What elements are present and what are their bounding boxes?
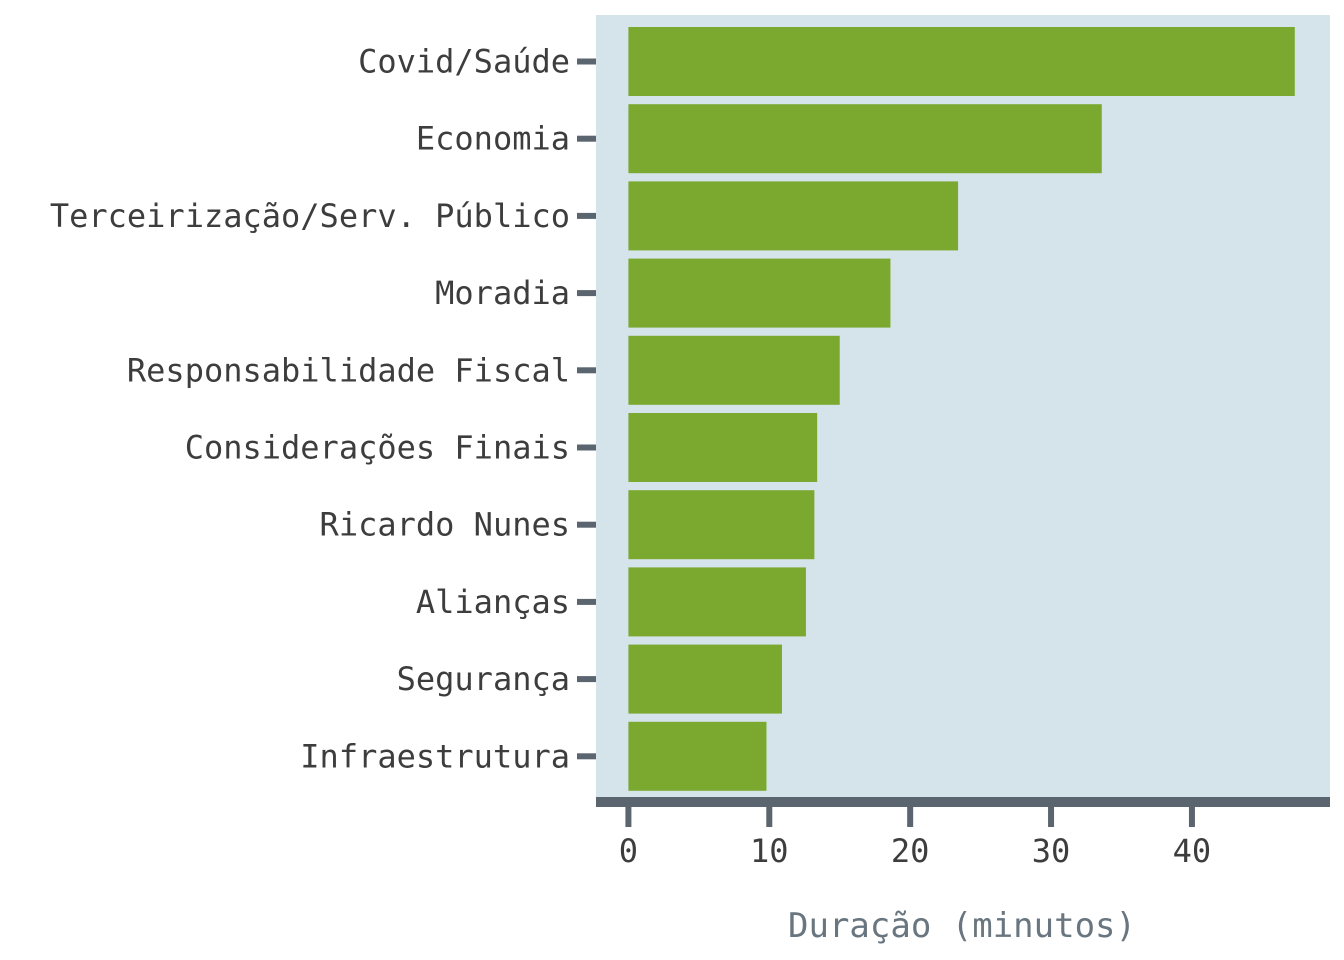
bar	[628, 335, 840, 405]
y-tick-mark	[577, 676, 596, 683]
category-label: Alianças	[416, 583, 570, 621]
y-tick-mark	[577, 521, 596, 528]
bar	[628, 490, 815, 560]
category-label: Ricardo Nunes	[320, 506, 570, 544]
category-label: Covid/Saúde	[358, 43, 570, 81]
y-tick-mark	[577, 290, 596, 297]
category-label: Segurança	[397, 660, 570, 698]
category-labels: Covid/Saúde Economia Terceirização/Serv. P…	[50, 43, 570, 776]
y-tick-mark	[577, 753, 596, 760]
bars-group	[628, 27, 1295, 791]
bar	[628, 644, 782, 714]
bar	[628, 258, 891, 328]
category-label: Considerações Finais	[185, 429, 570, 467]
y-tick-mark	[577, 598, 596, 605]
y-tick-mark	[577, 135, 596, 142]
x-tick-mark	[766, 807, 773, 827]
x-axis-ticks: 0 10 20 30 40	[619, 807, 1211, 870]
x-tick-label: 30	[1032, 832, 1071, 870]
category-label: Responsabilidade Fiscal	[127, 351, 570, 389]
category-label: Infraestrutura	[300, 737, 570, 775]
bar	[628, 567, 806, 637]
category-ticks	[577, 58, 596, 760]
x-tick-label: 40	[1173, 832, 1212, 870]
x-tick-label: 0	[619, 832, 638, 870]
x-tick-label: 20	[891, 832, 930, 870]
category-label: Moradia	[435, 274, 570, 312]
bar	[628, 27, 1295, 96]
x-tick-mark	[1048, 807, 1055, 827]
x-tick-label: 10	[750, 832, 789, 870]
category-label: Economia	[416, 120, 570, 158]
bar	[628, 104, 1102, 174]
x-axis-line	[596, 797, 1330, 807]
x-tick-mark	[907, 807, 914, 827]
x-tick-mark	[625, 807, 632, 827]
bar	[628, 413, 818, 482]
category-label: Terceirização/Serv. Público	[50, 197, 570, 235]
y-tick-mark	[577, 58, 596, 65]
bar	[628, 721, 767, 791]
y-tick-mark	[577, 444, 596, 451]
y-tick-mark	[577, 367, 596, 374]
y-tick-mark	[577, 212, 596, 219]
x-tick-mark	[1188, 807, 1195, 827]
bar	[628, 181, 959, 251]
x-axis-title: Duração (minutos)	[788, 906, 1136, 946]
